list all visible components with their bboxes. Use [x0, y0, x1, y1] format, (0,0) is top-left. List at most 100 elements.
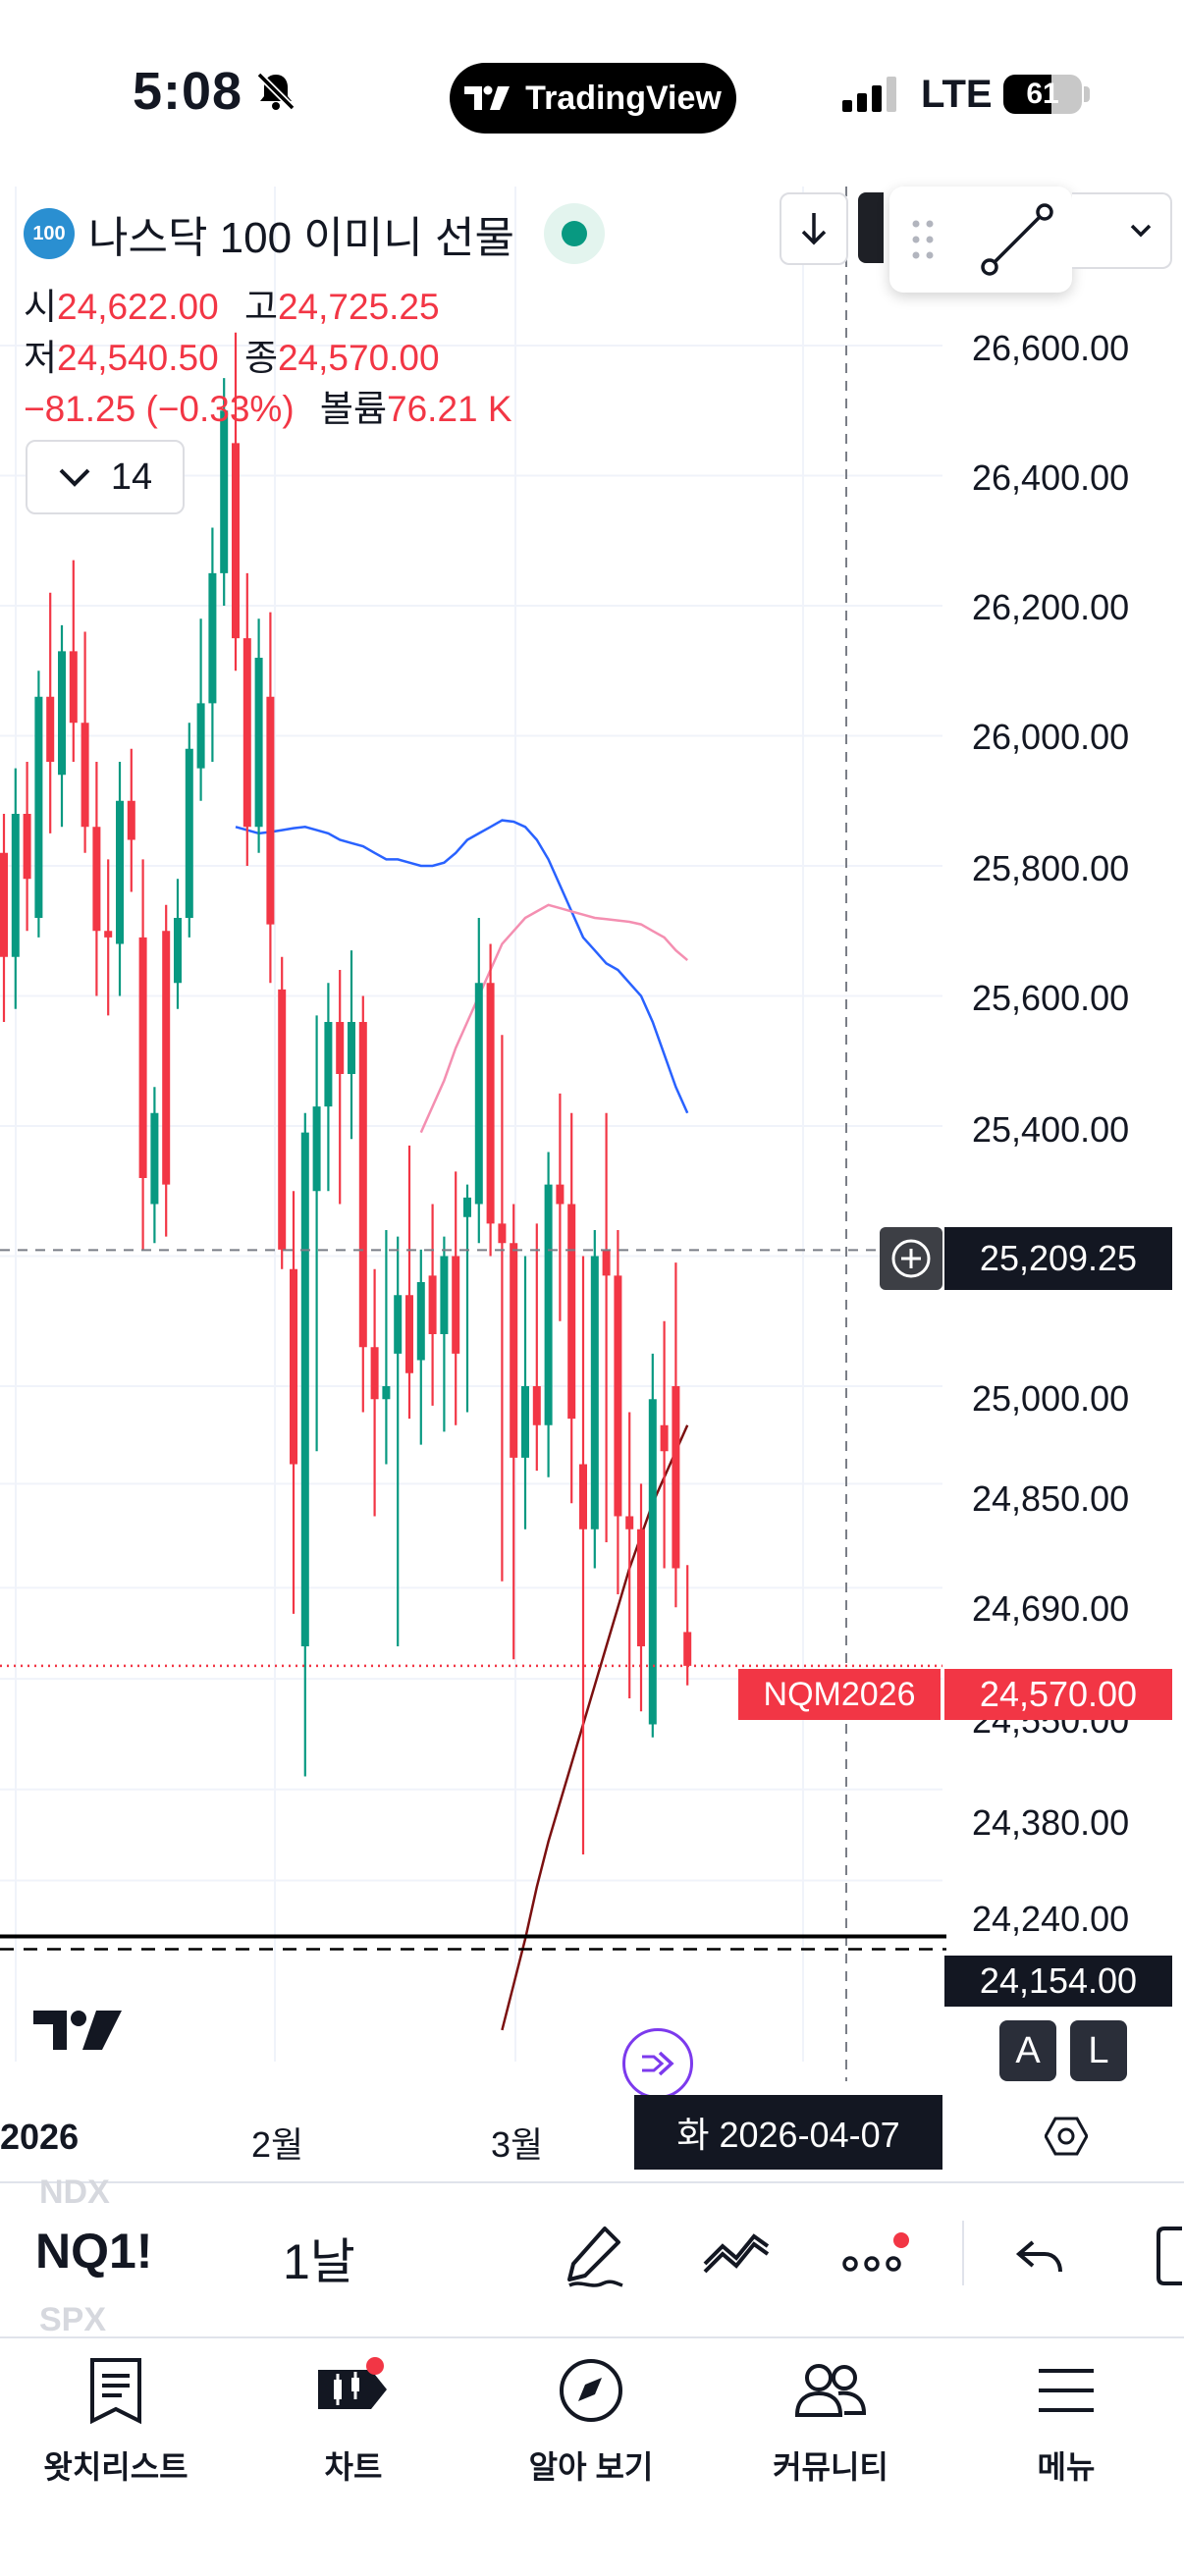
candle-body — [23, 814, 31, 880]
ghost-symbol-ndx: NDX — [39, 2174, 110, 2211]
crosshair-date-tag: 화 2026-04-07 — [634, 2095, 942, 2170]
scroll-to-latest-button[interactable] — [780, 192, 848, 265]
nav-item-explore[interactable]: 알아 보기 — [493, 2346, 689, 2488]
price-axis-label: 26,000.00 — [972, 717, 1130, 757]
price-axis-label: 24,690.00 — [972, 1588, 1130, 1629]
time-axis-label: 2월 — [251, 2124, 304, 2165]
moving-average-short — [235, 819, 689, 1114]
candle-body — [278, 989, 287, 1250]
indicators-icon[interactable] — [701, 2228, 772, 2287]
drag-handle-icon[interactable] — [909, 218, 939, 261]
community-icon — [791, 2346, 870, 2435]
moving-average-mid — [419, 903, 689, 1134]
candle-body — [312, 1106, 321, 1192]
chart-settings-icon[interactable] — [1044, 2115, 1089, 2163]
network-label: LTE — [921, 73, 993, 116]
price-axis-label: 25,600.00 — [972, 978, 1130, 1018]
go-to-date-button[interactable] — [622, 2028, 693, 2099]
chevron-down-icon — [1130, 224, 1152, 238]
candle-body — [58, 651, 66, 776]
open-label: 시 — [24, 287, 58, 327]
nav-label: 알아 보기 — [528, 2449, 654, 2485]
candle-body — [532, 1386, 541, 1425]
signal-icon — [842, 77, 899, 117]
nav-item-watchlist[interactable]: 왓치리스트 — [18, 2346, 214, 2488]
price-axis-label: 24,380.00 — [972, 1802, 1130, 1843]
candle-body — [174, 918, 182, 984]
price-axis-label: 24,850.00 — [972, 1478, 1130, 1519]
candle-body — [556, 1184, 565, 1205]
candle-body — [11, 814, 20, 957]
candle-body — [290, 1268, 297, 1465]
indicator-count: 14 — [110, 456, 153, 498]
symbol-button[interactable]: NQ1! — [35, 2224, 153, 2279]
high-label: 고 — [243, 287, 278, 327]
low-label: 저 — [24, 338, 58, 378]
candle-body — [544, 1184, 553, 1425]
ghost-symbol-spx: SPX — [39, 2301, 107, 2338]
app-pill-label: TradingView — [525, 79, 722, 117]
nav-label: 왓치리스트 — [43, 2449, 188, 2485]
candle-body — [185, 748, 193, 918]
price-axis-label: 25,000.00 — [972, 1378, 1130, 1419]
market-open-icon[interactable] — [543, 203, 605, 264]
chart-options-dropdown[interactable] — [1072, 192, 1172, 269]
time-axis-label: 2026 — [0, 2117, 80, 2157]
chart-toolbar — [0, 2181, 1184, 2336]
candle-body — [637, 1529, 645, 1646]
symbol-title: 나스닥 100 이미니 선물 — [88, 214, 514, 262]
candle-body — [254, 658, 263, 828]
fullscreen-icon[interactable] — [1155, 2225, 1184, 2287]
high-value: 24,725.25 — [277, 287, 440, 327]
nav-item-community[interactable]: 커뮤니티 — [732, 2346, 929, 2488]
candle-body — [498, 1223, 507, 1244]
go-to-date-icon — [642, 2051, 674, 2076]
candle-body — [625, 1516, 634, 1530]
horizontal-level-tag: 24,154.00 — [944, 1956, 1172, 2007]
price-axis-label: 24,240.00 — [972, 1899, 1130, 1939]
price-axis-label: 26,600.00 — [972, 328, 1130, 368]
candle-body — [521, 1386, 529, 1458]
ohlc-row-1: 시24,622.00 고24,725.25 — [24, 277, 440, 330]
close-value: 24,570.00 — [277, 338, 440, 378]
status-bar: 5:08 TradingView LTE 61 — [0, 0, 1184, 187]
nav-label: 메뉴 — [1037, 2449, 1096, 2485]
nav-item-chart[interactable]: 차트 — [255, 2346, 452, 2488]
nav-item-menu[interactable]: 메뉴 — [968, 2346, 1164, 2488]
candle-body — [416, 1282, 425, 1361]
auto-scale-button[interactable]: A — [999, 2020, 1056, 2081]
add-alert-button[interactable] — [880, 1227, 942, 1290]
log-scale-button[interactable]: L — [1070, 2020, 1127, 2081]
legend-collapse-button[interactable]: 14 — [26, 440, 185, 514]
candle-body — [300, 1132, 309, 1646]
compass-icon — [557, 2346, 625, 2435]
candle-body — [336, 1022, 345, 1074]
undo-icon[interactable] — [1013, 2230, 1068, 2285]
nav-label: 커뮤니티 — [773, 2449, 888, 2485]
chart-mode-button[interactable] — [858, 192, 884, 263]
symbol-legend[interactable]: 100 나스닥 100 이미니 선물 — [24, 202, 605, 265]
more-options-icon[interactable] — [840, 2228, 909, 2287]
candle-body — [138, 937, 147, 1178]
low-value: 24,540.50 — [57, 338, 219, 378]
candle-body — [220, 410, 229, 573]
app-pill[interactable]: TradingView — [450, 63, 736, 134]
candle-body — [405, 1295, 413, 1373]
last-price-tag: 24,570.00 — [944, 1669, 1172, 1720]
candle-body — [579, 1464, 587, 1530]
candle-body — [428, 1275, 437, 1334]
bottom-navigation — [0, 2336, 1184, 2576]
pen-drawing-icon[interactable] — [562, 2223, 628, 2291]
candle-body — [46, 696, 55, 762]
chevron-down-icon — [59, 468, 90, 487]
drawing-tool-popup[interactable] — [889, 187, 1072, 293]
interval-button[interactable]: 1날 — [283, 2234, 355, 2289]
candle-body — [162, 931, 171, 1185]
symbol-badge: 100 — [24, 208, 75, 259]
candle-body — [452, 1256, 460, 1354]
candle-body — [370, 1347, 379, 1400]
candle-body — [602, 1249, 611, 1276]
trend-line-icon[interactable] — [978, 200, 1056, 279]
ohlc-row-3: −81.25 (−0.33%) 볼륨76.21 K — [24, 379, 512, 432]
candle-body — [660, 1424, 669, 1452]
